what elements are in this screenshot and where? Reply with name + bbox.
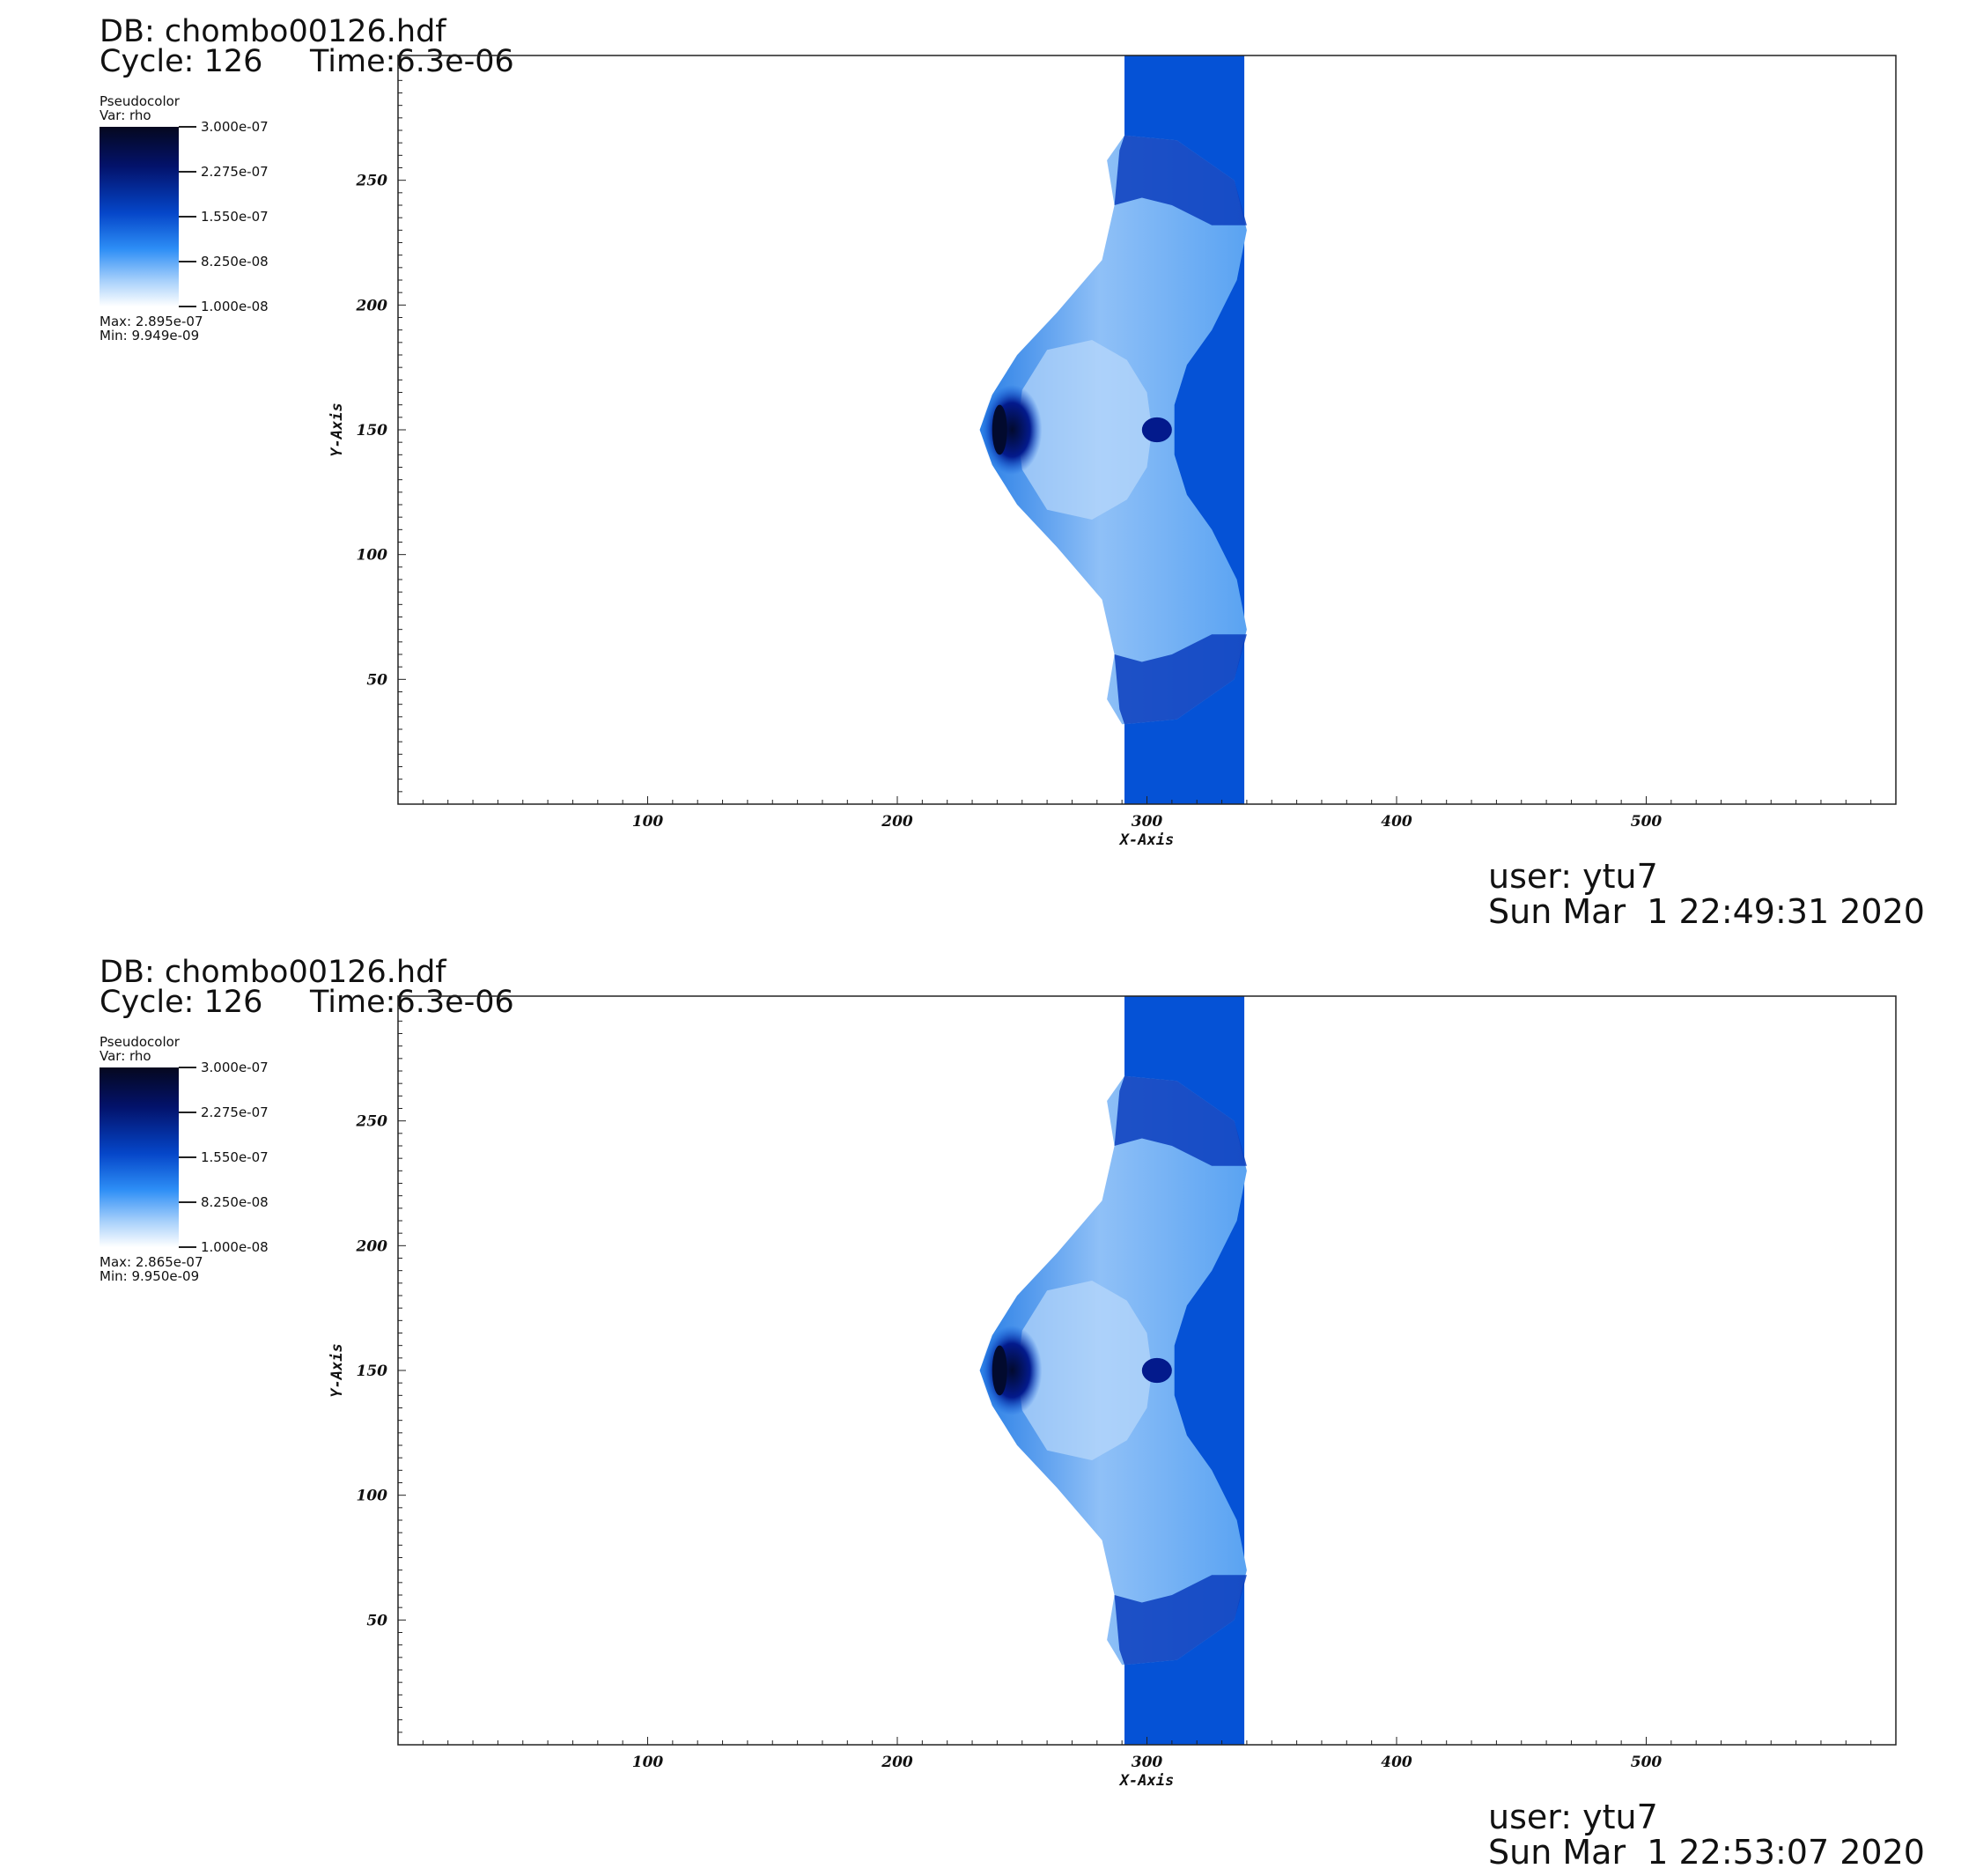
legend-max: Max: 2.895e-07 <box>100 314 203 329</box>
dense-core-center <box>992 404 1007 455</box>
colorbar <box>100 1067 179 1247</box>
x-tick-label: 200 <box>881 1754 913 1771</box>
cycle-label: Cycle: 126 <box>100 44 263 79</box>
upper-shell <box>1114 1075 1247 1166</box>
colorbar-tick <box>179 306 196 307</box>
x-tick-label: 200 <box>881 813 913 831</box>
lower-shell <box>1114 634 1247 725</box>
legend-variable: Var: rho <box>100 1048 151 1064</box>
colorbar-tick-label: 2.275e-07 <box>201 164 269 180</box>
colorbar-tick-label: 8.250e-08 <box>201 254 269 270</box>
colorbar-tick <box>179 261 196 262</box>
dense-core <box>982 385 1043 475</box>
colorbar-tick <box>179 1067 196 1068</box>
x-axis-title: X-Axis <box>1118 1772 1174 1790</box>
colorbar-tick-label: 1.550e-07 <box>201 209 269 225</box>
x-tick-label: 500 <box>1631 1754 1663 1771</box>
y-axis-title: Y-Axis <box>328 403 346 456</box>
database-label: DB: chombo00126.hdf <box>100 955 446 990</box>
legend-min: Min: 9.950e-09 <box>100 1268 200 1284</box>
heatmap-plot: 100 200 300 400 500 50 100 150 200 250 X-Axis Y-Axi… <box>328 55 1897 849</box>
y-tick-label: 100 <box>357 1488 388 1505</box>
x-tick-label: 500 <box>1631 813 1663 831</box>
y-tick-label: 250 <box>356 173 388 190</box>
user-label: user: ytu7 <box>1488 1798 1658 1836</box>
colorbar-tick-label: 3.000e-07 <box>201 119 269 135</box>
x-tick-label: 400 <box>1381 1754 1412 1771</box>
x-axis-title: X-Axis <box>1118 831 1174 849</box>
x-tick-label: 100 <box>632 1754 664 1771</box>
y-tick-label: 200 <box>356 1237 388 1255</box>
colorbar <box>100 127 179 307</box>
legend-max: Max: 2.865e-07 <box>100 1254 203 1270</box>
y-tick-label: 250 <box>356 1113 388 1131</box>
x-tick-label: 400 <box>1381 813 1412 831</box>
y-tick-label: 50 <box>366 1612 387 1629</box>
colorbar-tick-label: 1.000e-08 <box>201 299 269 314</box>
database-label: DB: chombo00126.hdf <box>100 14 446 49</box>
colorbar-tick <box>179 126 196 128</box>
right-knot <box>1141 417 1172 443</box>
colorbar-tick <box>179 1246 196 1248</box>
date-label: Sun Mar 1 22:49:31 2020 <box>1488 892 1925 931</box>
date-label: Sun Mar 1 22:53:07 2020 <box>1488 1833 1925 1872</box>
right-knot <box>1141 1357 1172 1384</box>
cycle-label: Cycle: 126 <box>100 985 263 1020</box>
legend-title: Pseudocolor <box>100 1034 180 1050</box>
colorbar-tick <box>179 1112 196 1113</box>
colorbar-tick <box>179 171 196 173</box>
plot-panel-1: DB: chombo00126.hdf Cycle: 126 Time:6.3e… <box>0 0 1976 935</box>
legend-variable: Var: rho <box>100 107 151 123</box>
x-tick-label: 100 <box>632 813 664 831</box>
colorbar-tick-label: 1.550e-07 <box>201 1149 269 1165</box>
y-tick-label: 100 <box>357 547 388 565</box>
legend-title: Pseudocolor <box>100 93 180 109</box>
rarefied-interior <box>1017 1281 1153 1460</box>
colorbar-tick-label: 2.275e-07 <box>201 1104 269 1120</box>
colorbar-tick <box>179 1201 196 1203</box>
y-axis-title: Y-Axis <box>328 1343 346 1397</box>
heatmap-plot: 100 200 300 400 500 50 100 150 200 250 X-Axis Y-Axi… <box>328 995 1897 1790</box>
user-label: user: ytu7 <box>1488 857 1658 896</box>
legend-min: Min: 9.949e-09 <box>100 328 200 343</box>
y-tick-label: 150 <box>357 1363 388 1380</box>
dense-core-center <box>992 1345 1007 1396</box>
plot-panel-2: DB: chombo00126.hdf Cycle: 126 Time:6.3e… <box>0 941 1976 1876</box>
lower-shell <box>1114 1575 1247 1666</box>
colorbar-tick-label: 3.000e-07 <box>201 1060 269 1075</box>
upper-shell <box>1114 135 1247 225</box>
rarefied-interior <box>1017 340 1153 520</box>
x-tick-label: 300 <box>1132 1754 1163 1771</box>
colorbar-tick-label: 8.250e-08 <box>201 1194 269 1210</box>
y-tick-label: 150 <box>357 422 388 439</box>
dense-core <box>982 1326 1043 1415</box>
y-tick-label: 50 <box>366 671 387 689</box>
colorbar-tick <box>179 216 196 218</box>
y-tick-label: 200 <box>356 297 388 314</box>
colorbar-tick <box>179 1156 196 1158</box>
time-label: Time:6.3e-06 <box>310 985 514 1020</box>
colorbar-tick-label: 1.000e-08 <box>201 1239 269 1255</box>
time-label: Time:6.3e-06 <box>310 44 514 79</box>
x-tick-label: 300 <box>1132 813 1163 831</box>
